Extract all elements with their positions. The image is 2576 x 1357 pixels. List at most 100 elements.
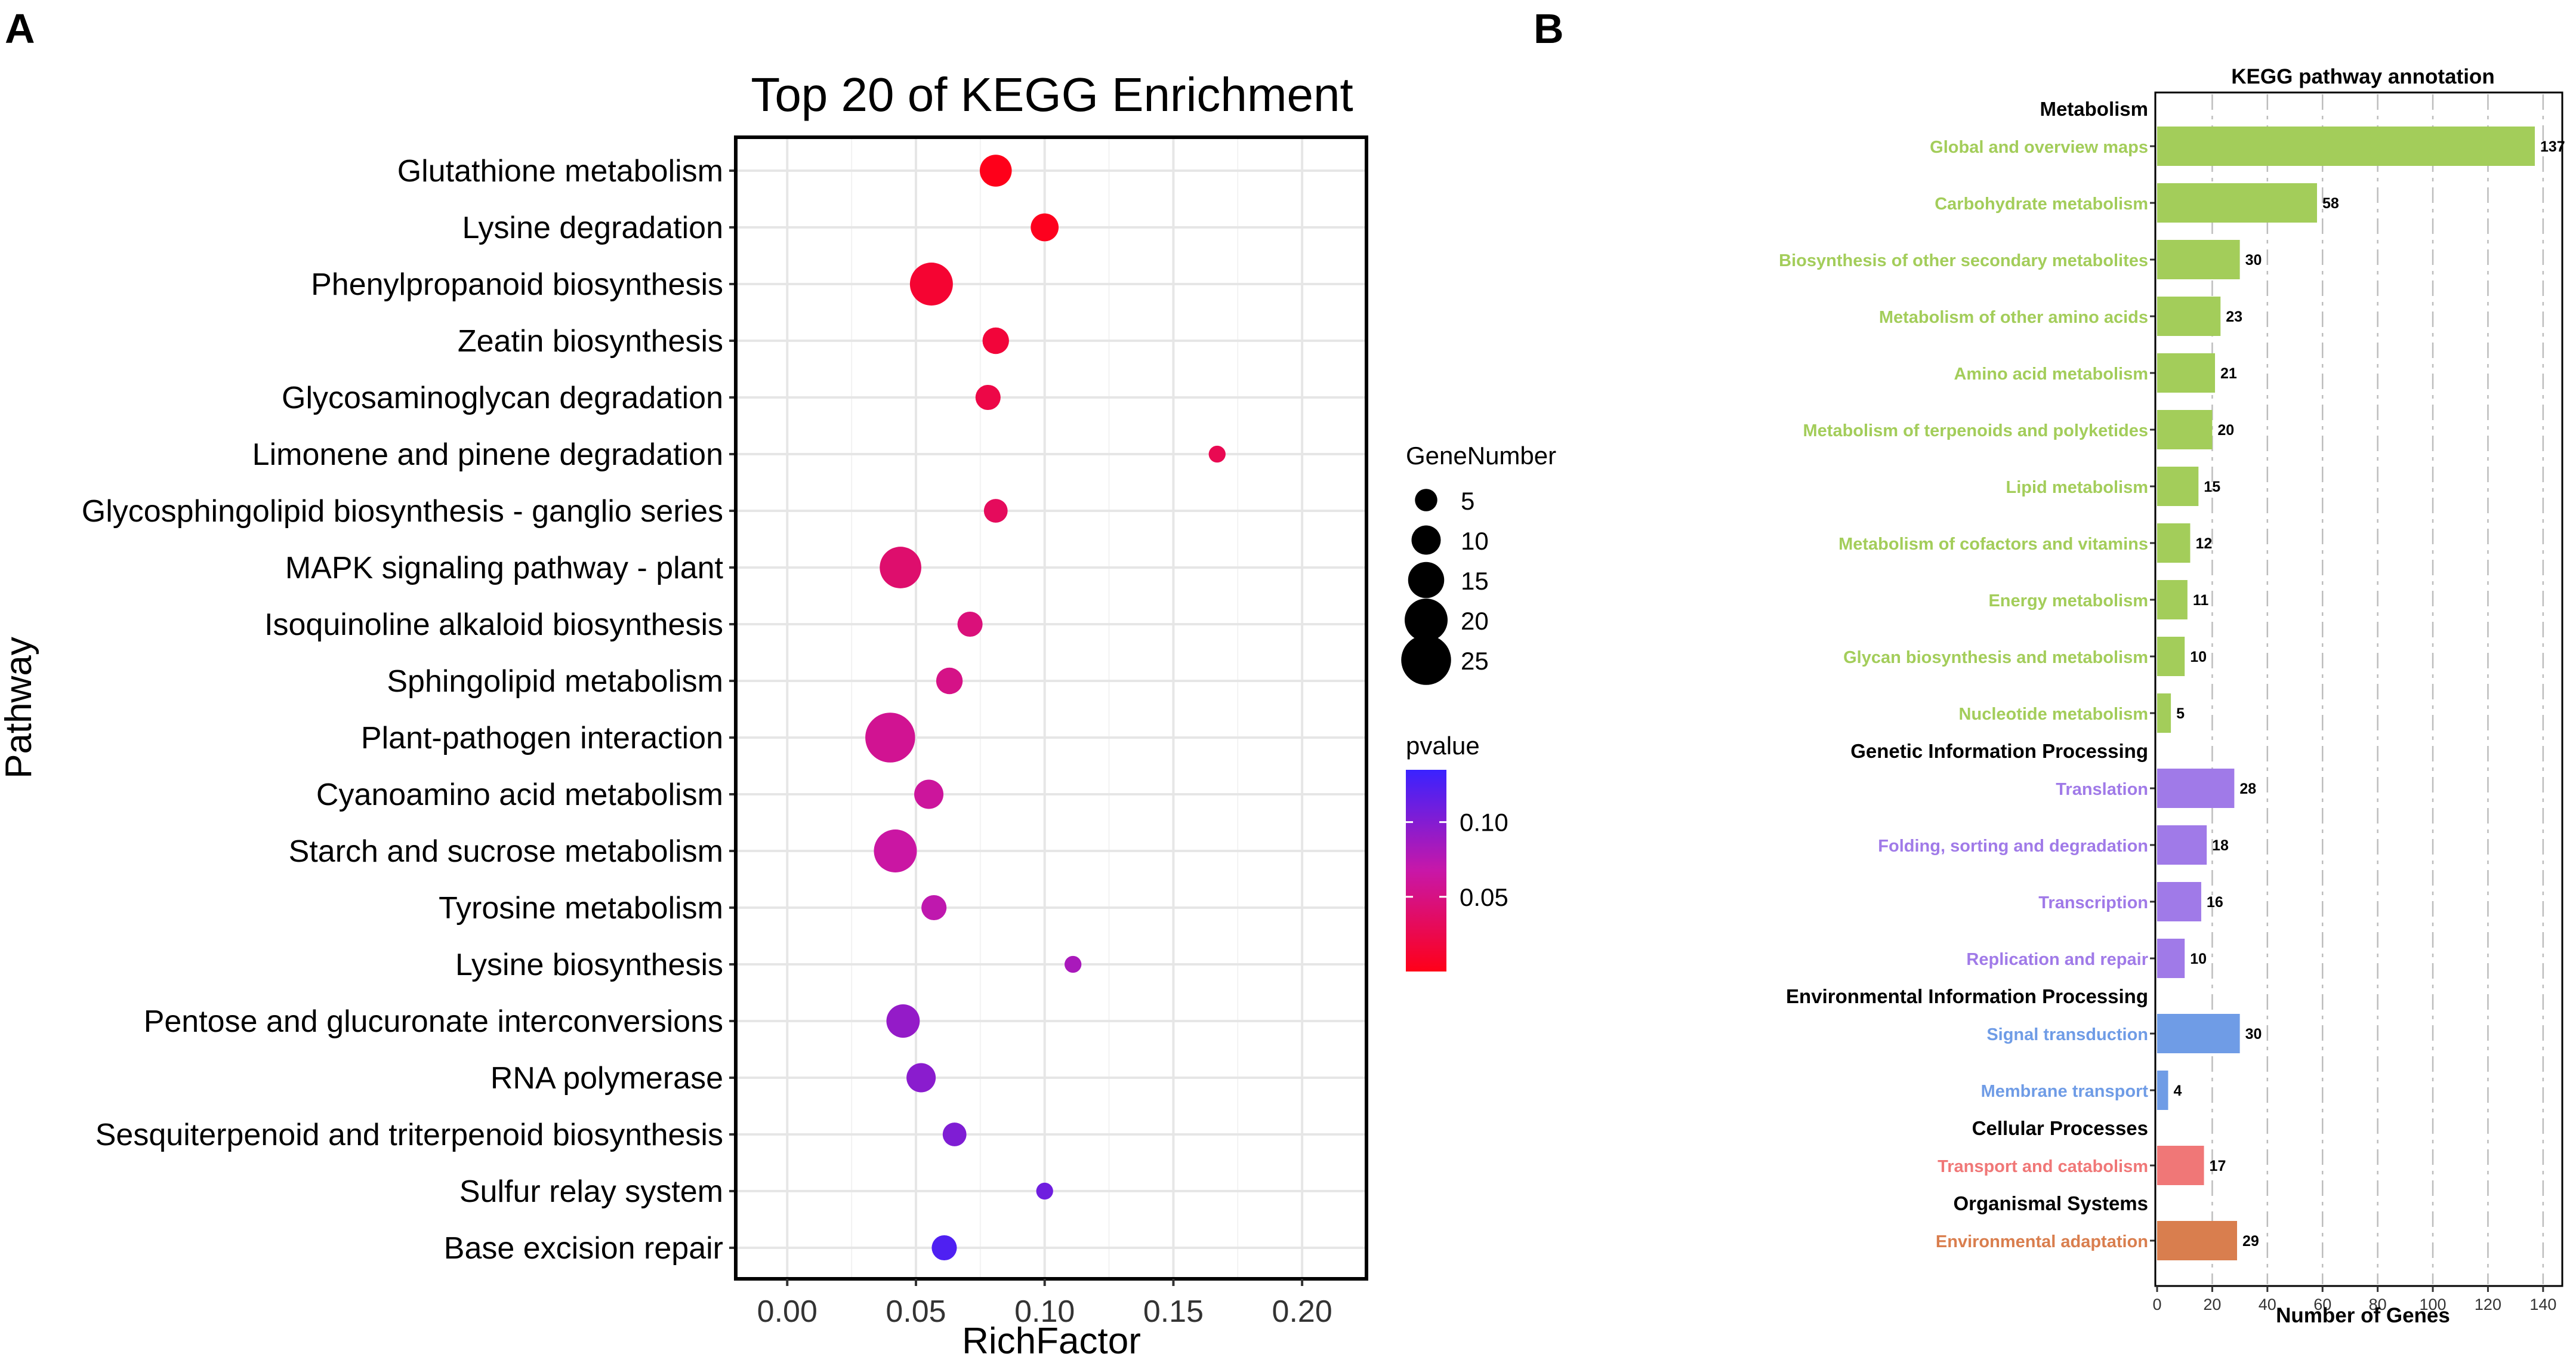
annotation-bar-value: 17 <box>2210 1158 2226 1174</box>
pathway-label: Zeatin biosynthesis <box>458 324 723 359</box>
enrichment-point <box>936 667 963 695</box>
annotation-bar-label: Lipid metabolism <box>2006 478 2148 497</box>
enrichment-point <box>886 1004 920 1038</box>
pathway-label: Base excision repair <box>444 1231 723 1266</box>
pathway-label: Limonene and pinene degradation <box>252 437 723 472</box>
annotation-bar-label: Global and overview maps <box>1930 138 2148 157</box>
gene-number-legend-label: 20 <box>1461 607 1489 635</box>
enrichment-point <box>880 547 921 588</box>
annotation-bar-label: Metabolism of terpenoids and polyketides <box>1803 421 2149 440</box>
pathway-label: Glycosphingolipid biosynthesis - ganglio… <box>82 494 723 529</box>
pathway-category-header: Organismal Systems <box>1954 1192 2149 1214</box>
annotation-bar-value: 137 <box>2540 138 2565 155</box>
bar-x-tick-label: 80 <box>2369 1296 2387 1313</box>
annotation-bar-label: Amino acid metabolism <box>1954 365 2148 384</box>
annotation-bar <box>2157 1071 2168 1110</box>
bubble-chart-plot-area <box>736 137 1366 1279</box>
pathway-label: Pentose and glucuronate interconversions <box>144 1004 723 1039</box>
enrichment-point <box>874 829 917 872</box>
annotation-bar-value: 5 <box>2176 705 2185 722</box>
enrichment-point <box>1208 445 1226 463</box>
enrichment-point <box>909 263 953 306</box>
pathway-label: Sulfur relay system <box>459 1174 723 1209</box>
bar-chart-frame <box>2154 91 2563 1287</box>
annotation-bar-value: 12 <box>2195 535 2212 552</box>
annotation-bar <box>2157 353 2216 393</box>
annotation-bar-label: Transcription <box>2038 893 2148 912</box>
enrichment-point <box>865 713 915 763</box>
pathway-label: Glutathione metabolism <box>397 154 723 189</box>
bar-chart-x-ticks: 0 20 40 60 80 100 120 140 <box>2152 1286 2556 1313</box>
gene-number-legend-label: 10 <box>1461 527 1489 555</box>
annotation-bar-label: Biosynthesis of other secondary metaboli… <box>1779 251 2148 270</box>
annotation-bar <box>2157 127 2535 166</box>
annotation-bar <box>2157 297 2221 336</box>
bar-x-tick-label: 120 <box>2475 1296 2501 1313</box>
pathway-label: Sphingolipid metabolism <box>387 664 723 699</box>
pathway-category-header: Cellular Processes <box>1972 1117 2148 1139</box>
annotation-bar-label: Signal transduction <box>1986 1025 2148 1044</box>
bar-x-tick-label: 100 <box>2420 1296 2447 1313</box>
gene-number-legend-label: 25 <box>1461 647 1489 675</box>
pathway-label: Isoquinoline alkaloid biosynthesis <box>264 607 723 642</box>
pathway-label: Lysine degradation <box>462 211 723 245</box>
annotation-bar-value: 18 <box>2212 837 2229 854</box>
annotation-bar-label: Glycan biosynthesis and metabolism <box>1843 648 2148 667</box>
annotation-bar-label: Folding, sorting and degradation <box>1878 837 2148 856</box>
annotation-bar-value: 15 <box>2204 479 2220 495</box>
bar-chart-rows: Metabolism Global and overview maps 137 Car… <box>1779 98 2565 1260</box>
annotation-bar-label: Metabolism of other amino acids <box>1879 308 2148 327</box>
gene-number-legend-label: 15 <box>1461 567 1489 595</box>
kegg-pathway-annotation-bar-chart: KEGG pathway annotation Metabolism Global… <box>1779 65 2565 1327</box>
bubble-chart-x-ticks: 0.00 0.05 0.10 0.15 0.20 <box>757 1279 1332 1329</box>
bar-chart-grid <box>2211 94 2544 1284</box>
annotation-bar <box>2157 769 2235 808</box>
pathway-label: Plant-pathogen interaction <box>361 721 723 755</box>
bubble-chart-pathway-labels: Glutathione metabolism Lysine degradation… <box>82 154 736 1266</box>
gene-number-legend-label: 5 <box>1461 487 1474 515</box>
annotation-bar-label: Membrane transport <box>1981 1082 2149 1101</box>
pathway-label: MAPK signaling pathway - plant <box>285 551 724 585</box>
enrichment-point <box>982 327 1009 354</box>
pvalue-colorbar <box>1406 770 1446 972</box>
x-tick-label: 0.05 <box>886 1294 946 1329</box>
annotation-bar <box>2157 882 2201 921</box>
annotation-bar-label: Nucleotide metabolism <box>1959 705 2148 724</box>
enrichment-point <box>975 384 1001 411</box>
x-tick-label: 0.20 <box>1272 1294 1332 1329</box>
enrichment-point <box>914 779 944 809</box>
bubble-chart-points <box>865 155 1226 1261</box>
panel-label-b: B <box>1534 5 1564 52</box>
gene-number-legend-dot <box>1405 599 1448 642</box>
annotation-bar <box>2157 825 2207 865</box>
enrichment-point <box>931 1235 957 1261</box>
annotation-bar-value: 10 <box>2190 951 2207 967</box>
annotation-bar-value: 29 <box>2242 1233 2259 1250</box>
annotation-bar-value: 23 <box>2226 309 2242 325</box>
bar-x-tick-label: 60 <box>2313 1296 2331 1313</box>
gene-number-legend-dot <box>1411 525 1441 555</box>
enrichment-point <box>942 1122 967 1146</box>
annotation-bar <box>2157 183 2317 223</box>
annotation-bar <box>2157 939 2185 978</box>
bubble-chart-x-axis-label: RichFactor <box>962 1321 1141 1357</box>
enrichment-point <box>1036 1182 1053 1200</box>
annotation-bar-value: 28 <box>2239 781 2256 797</box>
annotation-bar <box>2157 467 2199 506</box>
annotation-bar <box>2157 410 2213 449</box>
annotation-bar <box>2157 1221 2237 1260</box>
annotation-bar-value: 58 <box>2322 195 2339 212</box>
bar-x-tick-label: 40 <box>2259 1296 2276 1313</box>
annotation-bar-label: Metabolism of cofactors and vitamins <box>1838 535 2148 554</box>
pathway-label: Tyrosine metabolism <box>439 891 723 926</box>
enrichment-point <box>1065 955 1082 973</box>
pathway-category-header: Environmental Information Processing <box>1786 985 2148 1007</box>
bar-chart-x-axis-label: Number of Genes <box>2276 1304 2450 1327</box>
annotation-bar <box>2157 1146 2204 1185</box>
enrichment-point <box>983 499 1008 523</box>
pathway-label: Sesquiterpenoid and triterpenoid biosynt… <box>95 1118 723 1152</box>
bar-x-tick-label: 20 <box>2203 1296 2221 1313</box>
bubble-chart-y-axis-label: Pathway <box>0 637 39 779</box>
pathway-label: Starch and sucrose metabolism <box>289 834 723 869</box>
panel-label-a: A <box>5 5 35 52</box>
